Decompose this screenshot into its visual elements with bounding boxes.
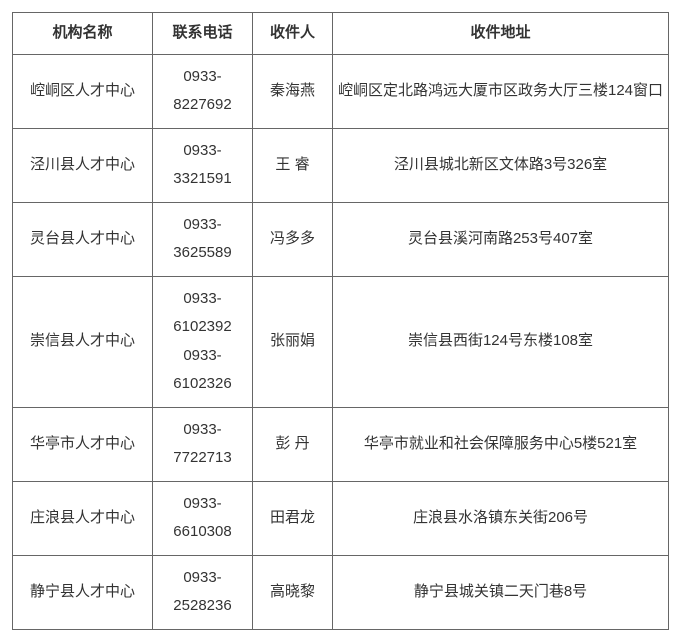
cell-org: 静宁县人才中心: [13, 555, 153, 629]
phone-line: 6102326: [157, 370, 248, 399]
phone-line: 0933-: [157, 285, 248, 314]
phone-line: 3321591: [157, 165, 248, 194]
cell-org: 庄浪县人才中心: [13, 481, 153, 555]
cell-addr: 庄浪县水洛镇东关街206号: [333, 481, 669, 555]
table-row: 庄浪县人才中心 0933- 6610308 田君龙 庄浪县水洛镇东关街206号: [13, 481, 669, 555]
cell-org: 灵台县人才中心: [13, 202, 153, 276]
phone-line: 0933-: [157, 564, 248, 593]
phone-line: 6102392: [157, 313, 248, 342]
table-row: 静宁县人才中心 0933- 2528236 高晓黎 静宁县城关镇二天门巷8号: [13, 555, 669, 629]
phone-line: 0933-: [157, 342, 248, 371]
cell-addr: 静宁县城关镇二天门巷8号: [333, 555, 669, 629]
phone-line: 6610308: [157, 518, 248, 547]
cell-addr: 崆峒区定北路鸿远大厦市区政务大厅三楼124窗口: [333, 54, 669, 128]
cell-org: 崇信县人才中心: [13, 276, 153, 407]
header-phone: 联系电话: [153, 13, 253, 55]
cell-phone: 0933- 6610308: [153, 481, 253, 555]
phone-line: 0933-: [157, 416, 248, 445]
cell-person: 秦海燕: [253, 54, 333, 128]
cell-org: 华亭市人才中心: [13, 407, 153, 481]
cell-phone: 0933- 2528236: [153, 555, 253, 629]
contact-table: 机构名称 联系电话 收件人 收件地址 崆峒区人才中心 0933- 8227692…: [12, 12, 669, 630]
table-body: 崆峒区人才中心 0933- 8227692 秦海燕 崆峒区定北路鸿远大厦市区政务…: [13, 54, 669, 629]
table-row: 灵台县人才中心 0933- 3625589 冯多多 灵台县溪河南路253号407…: [13, 202, 669, 276]
table-header-row: 机构名称 联系电话 收件人 收件地址: [13, 13, 669, 55]
phone-line: 0933-: [157, 63, 248, 92]
phone-line: 0933-: [157, 137, 248, 166]
cell-phone: 0933- 3321591: [153, 128, 253, 202]
table-row: 崇信县人才中心 0933- 6102392 0933- 6102326 张丽娟 …: [13, 276, 669, 407]
cell-addr: 泾川县城北新区文体路3号326室: [333, 128, 669, 202]
cell-person: 田君龙: [253, 481, 333, 555]
header-person: 收件人: [253, 13, 333, 55]
table-row: 崆峒区人才中心 0933- 8227692 秦海燕 崆峒区定北路鸿远大厦市区政务…: [13, 54, 669, 128]
cell-org: 泾川县人才中心: [13, 128, 153, 202]
phone-line: 3625589: [157, 239, 248, 268]
cell-phone: 0933- 3625589: [153, 202, 253, 276]
phone-line: 7722713: [157, 444, 248, 473]
table-row: 华亭市人才中心 0933- 7722713 彭 丹 华亭市就业和社会保障服务中心…: [13, 407, 669, 481]
cell-person: 高晓黎: [253, 555, 333, 629]
cell-person: 彭 丹: [253, 407, 333, 481]
cell-addr: 崇信县西街124号东楼108室: [333, 276, 669, 407]
phone-line: 2528236: [157, 592, 248, 621]
cell-person: 张丽娟: [253, 276, 333, 407]
cell-org: 崆峒区人才中心: [13, 54, 153, 128]
cell-addr: 华亭市就业和社会保障服务中心5楼521室: [333, 407, 669, 481]
phone-line: 0933-: [157, 211, 248, 240]
header-org: 机构名称: [13, 13, 153, 55]
cell-addr: 灵台县溪河南路253号407室: [333, 202, 669, 276]
cell-phone: 0933- 7722713: [153, 407, 253, 481]
cell-phone: 0933- 8227692: [153, 54, 253, 128]
table-row: 泾川县人才中心 0933- 3321591 王 睿 泾川县城北新区文体路3号32…: [13, 128, 669, 202]
phone-line: 0933-: [157, 490, 248, 519]
cell-person: 冯多多: [253, 202, 333, 276]
cell-phone: 0933- 6102392 0933- 6102326: [153, 276, 253, 407]
phone-line: 8227692: [157, 91, 248, 120]
header-addr: 收件地址: [333, 13, 669, 55]
cell-person: 王 睿: [253, 128, 333, 202]
